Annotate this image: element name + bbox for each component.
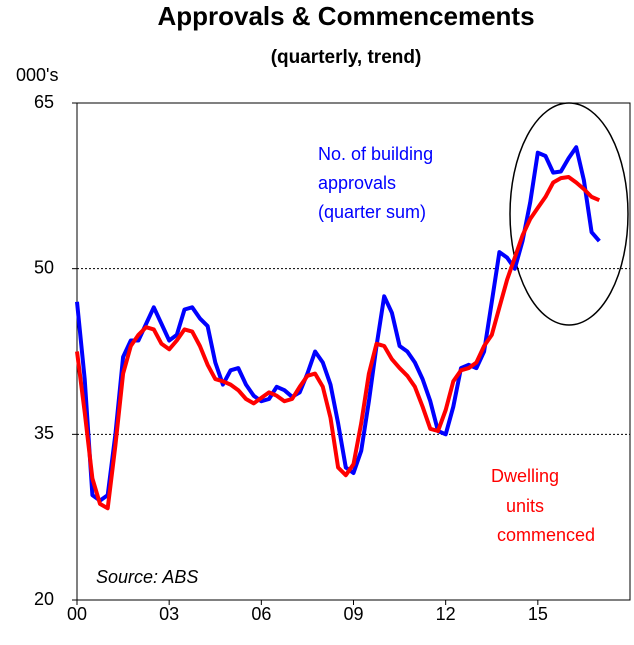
annotation: units xyxy=(506,496,544,516)
x-tick-label: 12 xyxy=(436,604,456,624)
chart-title: Approvals & Commencements xyxy=(157,1,534,31)
annotation: No. of building xyxy=(318,144,433,164)
highlight-ellipse xyxy=(509,102,629,326)
y-tick-label: 35 xyxy=(34,423,54,443)
x-tick-label: 06 xyxy=(251,604,271,624)
annotation: Dwelling xyxy=(491,466,559,486)
y-tick-label: 20 xyxy=(34,589,54,609)
x-tick-label: 09 xyxy=(343,604,363,624)
x-tick-label: 03 xyxy=(159,604,179,624)
series-line xyxy=(75,145,601,503)
y-unit-label: 000's xyxy=(16,65,58,85)
y-tick-label: 50 xyxy=(34,257,54,277)
annotation: (quarter sum) xyxy=(318,202,426,222)
source-note: Source: ABS xyxy=(96,567,198,587)
chart-subtitle: (quarterly, trend) xyxy=(271,47,422,68)
annotation: approvals xyxy=(318,173,396,193)
x-tick-label: 00 xyxy=(67,604,87,624)
y-tick-label: 65 xyxy=(34,92,54,112)
x-tick-label: 15 xyxy=(528,604,548,624)
annotation: commenced xyxy=(497,525,595,545)
series-line xyxy=(75,175,601,511)
